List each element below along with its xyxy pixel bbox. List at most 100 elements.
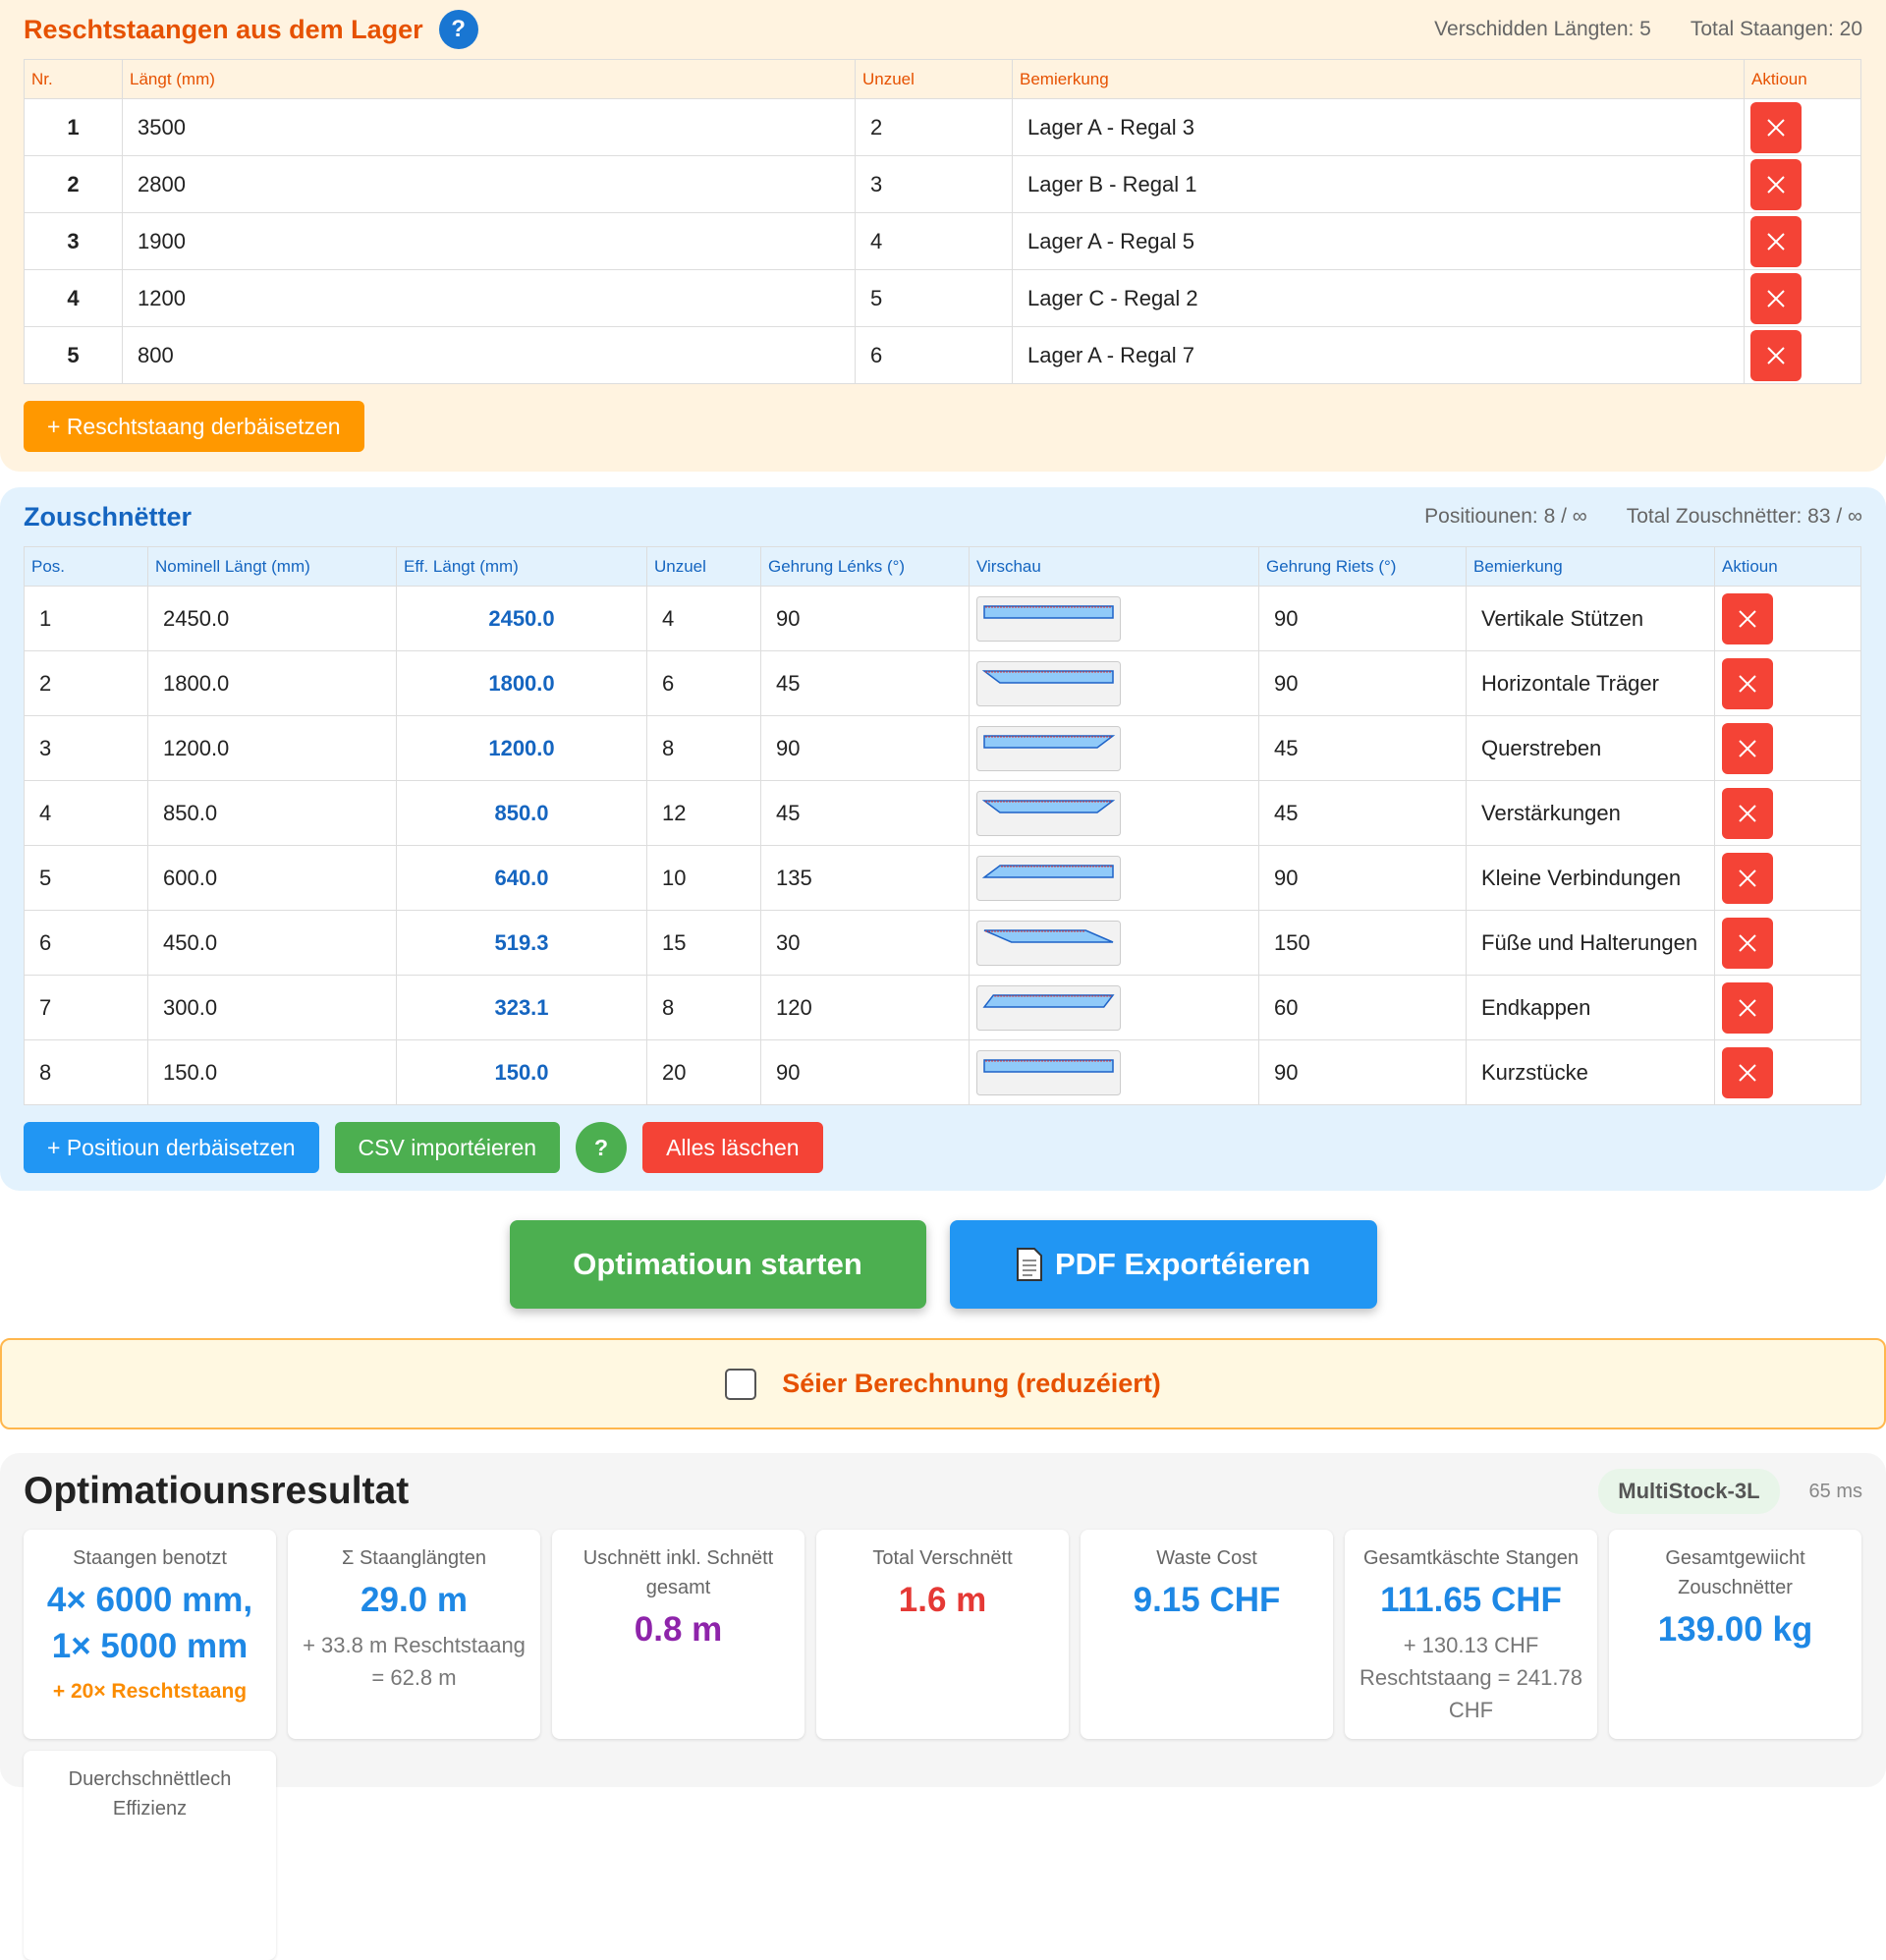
delete-button[interactable] [1722, 981, 1773, 1034]
column-header: Aktioun [1744, 59, 1861, 99]
preview-bar [983, 604, 1114, 619]
cell: 45 [760, 650, 970, 716]
delete-button[interactable] [1722, 657, 1773, 709]
header-row: Nr. Längt (mm) Unzuel Bemierkung Aktioun [24, 59, 1861, 99]
stat: Positiounen: 8 / ∞ [1424, 505, 1587, 528]
cell: 60 [1258, 975, 1467, 1040]
cell: Verstärkungen [1466, 780, 1715, 846]
card-label: Duerchschnëttlech Effizienz [68, 1768, 232, 1820]
cell: 6 [24, 910, 148, 976]
cut-button[interactable]: CSV importéieren [334, 1122, 561, 1173]
cell: 90 [1258, 650, 1467, 716]
action-cell [1714, 975, 1861, 1040]
pdf-button[interactable]: PDF Exportéieren [949, 1220, 1377, 1309]
card-label: Gesamtgewiicht Zouschnëtter [1665, 1547, 1805, 1598]
cut-button[interactable]: + Positioun derbäisetzen [24, 1122, 319, 1173]
column-header: Bemierkung [1466, 546, 1715, 587]
card-label: Uschnëtt inkl. Schnëtt gesamt [582, 1547, 774, 1598]
cell: 8 [24, 1039, 148, 1105]
preview-bar [981, 669, 1114, 684]
preview-cell [969, 845, 1259, 911]
cell: 3 [24, 212, 123, 270]
delete-button[interactable] [1722, 722, 1773, 774]
preview-bar [983, 734, 1116, 749]
column-header: Nr. [24, 59, 123, 99]
card-label: Waste Cost [1156, 1547, 1257, 1569]
result-card: Uschnëtt inkl. Schnëtt gesamt 0.8 m [552, 1530, 804, 1739]
fast-mode-checkbox[interactable] [725, 1368, 757, 1400]
optimize-button[interactable]: Optimatioun starten [509, 1220, 926, 1309]
cell: 1 [24, 98, 123, 156]
card-label: Total Verschnëtt [872, 1547, 1013, 1569]
delete-button[interactable] [1750, 158, 1802, 210]
x-mark [1739, 674, 1756, 693]
x-mark [1767, 289, 1785, 308]
delete-button[interactable] [1750, 272, 1802, 324]
cell: Vertikale Stützen [1466, 586, 1715, 651]
result-card: Staangen benotzt 4× 6000 mm, 1× 5000 mm + … [24, 1530, 276, 1739]
card-note: + 20× Reschtstaang [52, 1680, 248, 1703]
delete-button[interactable] [1750, 215, 1802, 267]
preview [976, 595, 1121, 642]
cell: Lager C - Regal 2 [1012, 269, 1745, 327]
cut-row: 8 150.0 150.0 20 90 90 Kurzstücke [24, 1039, 1861, 1105]
delete-icon [1767, 175, 1785, 194]
cell: 1900 [122, 212, 856, 270]
stock-row: 4 1200 5 Lager C - Regal 2 [24, 269, 1861, 327]
eff-length: 323.1 [396, 975, 647, 1040]
cell: 120 [760, 975, 970, 1040]
cell: 7 [24, 975, 148, 1040]
card-label: Staangen benotzt [73, 1547, 227, 1569]
delete-button[interactable] [1722, 787, 1773, 839]
cell: 8 [646, 715, 761, 781]
cut-button[interactable]: Alles läschen [642, 1122, 823, 1173]
cell: 90 [760, 1039, 970, 1105]
cell: Lager A - Regal 7 [1012, 326, 1745, 384]
stock-title-group: Reschtstaangen aus dem Lager ? [24, 10, 478, 49]
cell: 850.0 [147, 780, 397, 846]
x-mark [1767, 232, 1785, 251]
pdf-label: PDF Exportéieren [1054, 1247, 1311, 1281]
cell: 4 [646, 586, 761, 651]
cell: 5 [24, 326, 123, 384]
x-mark [1739, 739, 1756, 757]
preview-cell [969, 586, 1259, 651]
preview-cell [969, 715, 1259, 781]
cell: 135 [760, 845, 970, 911]
delete-button[interactable] [1722, 1046, 1773, 1098]
delete-button[interactable] [1750, 101, 1802, 153]
column-header: Längt (mm) [122, 59, 856, 99]
x-mark [1739, 868, 1756, 887]
delete-button[interactable] [1722, 852, 1773, 904]
eff-length: 640.0 [396, 845, 647, 911]
result-card: Σ Staanglängten 29.0 m + 33.8 m Reschtstaa… [288, 1530, 540, 1739]
cell: 2 [855, 98, 1013, 156]
cut-row: 4 850.0 850.0 12 45 45 Verstärkungen [24, 780, 1861, 846]
column-header: Bemierkung [1012, 59, 1745, 99]
x-mark [1767, 175, 1785, 194]
delete-button[interactable] [1722, 592, 1773, 644]
header-row: Pos. Nominell Längt (mm) Eff. Längt (mm) Un… [24, 546, 1861, 587]
add-stock-button[interactable]: + Reschtstaang derbäisetzen [24, 401, 364, 452]
delete-button[interactable] [1750, 329, 1802, 381]
cell: 5 [855, 269, 1013, 327]
stock-row: 5 800 6 Lager A - Regal 7 [24, 326, 1861, 384]
action-cell [1714, 910, 1861, 976]
preview [976, 855, 1121, 901]
column-header: Gehrung Riets (°) [1258, 546, 1467, 587]
pdf-icon [1016, 1248, 1042, 1281]
preview-cell [969, 780, 1259, 846]
result-card: Gesamtkäschte Stangen 111.65 CHF + 130.13 … [1345, 1530, 1597, 1739]
x-mark [1767, 118, 1785, 137]
cell: Lager A - Regal 3 [1012, 98, 1745, 156]
cut-button[interactable]: ? [576, 1122, 628, 1173]
delete-icon [1739, 998, 1756, 1017]
cell: 3 [855, 155, 1013, 213]
help-button[interactable]: ? [438, 10, 478, 49]
preview [976, 660, 1121, 706]
card-label: Σ Staanglängten [342, 1547, 486, 1569]
preview [976, 725, 1121, 771]
delete-button[interactable] [1722, 917, 1773, 969]
preview-cell [969, 975, 1259, 1040]
result-card: Total Verschnëtt 1.6 m [816, 1530, 1069, 1739]
